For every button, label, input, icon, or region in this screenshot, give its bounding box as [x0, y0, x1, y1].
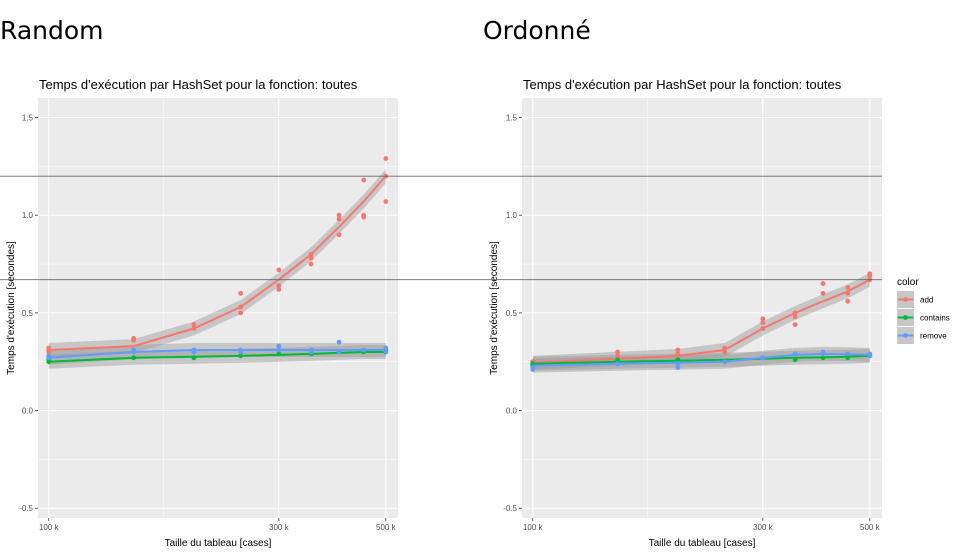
panel1-xtick-label: 500 k	[376, 523, 397, 532]
panel1-point-add	[308, 255, 314, 261]
panel2-y-axis-label: Temps d'exécution [secondes]	[489, 241, 500, 375]
panel1-xtick-label: 100 k	[39, 523, 60, 532]
panel2-point-add	[615, 353, 621, 359]
panel2-point-add	[760, 316, 766, 322]
panel1-point-add	[383, 199, 389, 204]
panel1-fit-line-remove	[48, 349, 386, 359]
panel1-ytick-label: 1.5	[22, 114, 34, 123]
panel2-x-axis-label: Taille du tableau [cases]	[649, 538, 756, 549]
legend-key-point-contains	[903, 315, 908, 320]
panel1-point-add	[361, 212, 367, 218]
panel2-xtick-label: 500 k	[860, 523, 881, 532]
panel1-ytick-label: 1.0	[22, 211, 34, 220]
panel2-background	[522, 98, 882, 518]
panel2-point-add	[792, 322, 798, 328]
panel2-point-add	[675, 347, 681, 353]
panel1-point-remove	[276, 343, 282, 349]
panel1-ytick-label: 0.0	[22, 407, 34, 416]
panel1-point-add	[276, 283, 282, 288]
panel1-confidence-band-add	[48, 169, 386, 357]
panel1-point-add	[191, 322, 197, 328]
legend-label-remove: remove	[920, 332, 947, 341]
panel1-point-add	[383, 156, 389, 161]
panel1-point-add	[361, 177, 367, 183]
panel2-xtick-label: 300 k	[753, 523, 774, 532]
panel1-point-add	[336, 216, 342, 222]
panel2-point-add	[820, 290, 826, 296]
legend-key-point-add	[903, 297, 908, 302]
panel1-fit-line-contains	[48, 351, 386, 363]
panel1-point-remove	[336, 339, 342, 345]
panel1-xtick-label: 300 k	[269, 523, 290, 532]
panel2-ytick-label: -0.5	[503, 504, 517, 513]
panel2-point-add	[867, 271, 873, 277]
panel2-ytick-label: 0.0	[506, 407, 518, 416]
panel2-ytick-label: 1.0	[506, 211, 518, 220]
panel1-point-add	[308, 261, 314, 267]
panel1-point-add	[276, 267, 282, 273]
legend-label-add: add	[920, 296, 933, 305]
heading-random: Random	[0, 16, 104, 45]
panel1-point-add	[276, 287, 282, 292]
panel2-point-add	[820, 281, 826, 286]
legend-key-point-remove	[903, 333, 908, 338]
panel2-point-add	[760, 320, 766, 326]
legend-label-contains: contains	[920, 314, 950, 323]
panel1-point-add	[131, 335, 137, 341]
panel1-ytick-label: 0.5	[22, 309, 34, 318]
panel1-point-add	[238, 290, 244, 296]
panel1-x-axis-label: Taille du tableau [cases]	[165, 538, 272, 549]
panel2-ytick-label: 1.5	[506, 114, 518, 123]
panel1-title: Temps d'exécution par HashSet pour la fo…	[39, 77, 358, 92]
panel2-point-add	[615, 349, 621, 355]
panel1-point-add	[238, 310, 244, 316]
panel2-point-remove	[675, 365, 681, 370]
panel1-point-add	[336, 232, 342, 238]
panel2-point-add	[792, 314, 798, 320]
panel2-fit-line-remove	[532, 352, 870, 367]
panel1-background	[38, 98, 398, 518]
panel1-ytick-label: -0.5	[19, 504, 33, 513]
panel2-title: Temps d'exécution par HashSet pour la fo…	[523, 77, 842, 92]
panel2-point-add	[845, 285, 851, 290]
panel2-confidence-band-add	[532, 272, 870, 370]
panel2-point-add	[845, 298, 851, 304]
panel2-xtick-label: 100 k	[523, 523, 544, 532]
panel1-y-axis-label: Temps d'exécution [secondes]	[6, 241, 17, 375]
panel1-point-add	[336, 212, 342, 218]
legend-title: color	[897, 277, 919, 288]
heading-ordonne: Ordonné	[483, 16, 591, 45]
panel2-ytick-label: 0.5	[506, 309, 518, 318]
panel2-fit-line-add	[532, 278, 871, 364]
